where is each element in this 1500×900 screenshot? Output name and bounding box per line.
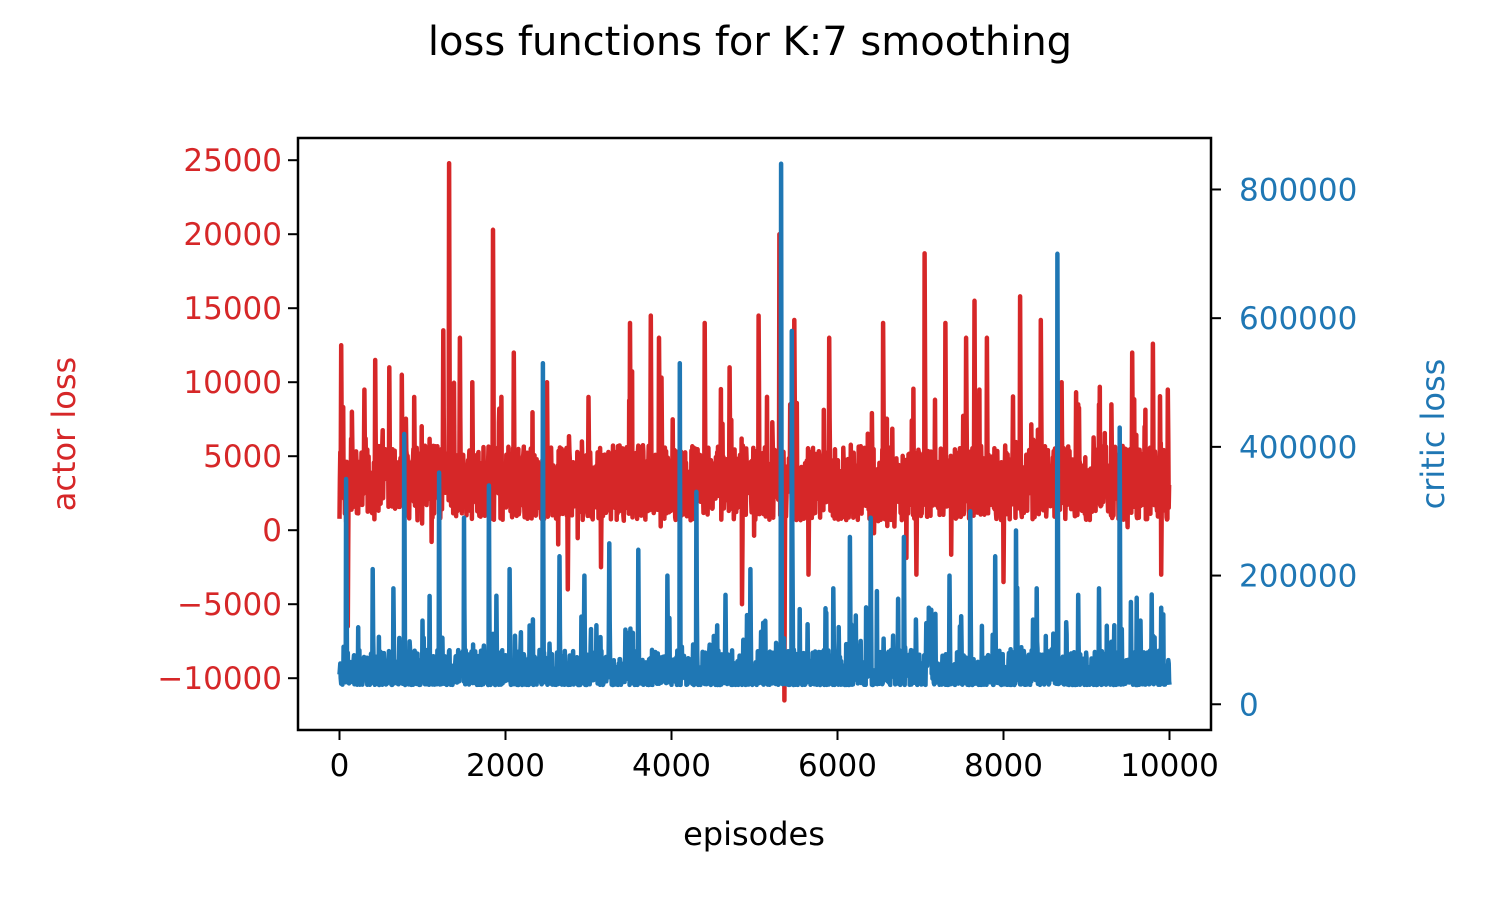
- actor-loss-line: [337, 160, 1172, 703]
- x-tick-label: 4000: [632, 748, 711, 784]
- x-tick-label: 2000: [466, 748, 545, 784]
- chart-title: loss functions for K:7 smoothing: [428, 19, 1072, 65]
- y-tick-label-left: 0: [262, 513, 282, 549]
- y-tick-label-right: 400000: [1239, 430, 1357, 466]
- y-tick-label-left: −5000: [177, 587, 282, 623]
- y-tick-label-left: −10000: [157, 661, 282, 697]
- x-tick-label: 10000: [1120, 748, 1219, 784]
- x-tick-label: 6000: [798, 748, 877, 784]
- y-tick-label-left: 15000: [183, 291, 282, 327]
- x-tick-label: 0: [330, 748, 350, 784]
- x-axis: 0 2000 4000 6000 8000 10000: [330, 730, 1219, 784]
- y-tick-label-right: 800000: [1239, 172, 1357, 208]
- y-tick-label-left: 5000: [203, 439, 282, 475]
- y-tick-label-right: 200000: [1239, 559, 1357, 595]
- y-axis-right: 0 200000 400000 600000 800000: [1211, 172, 1357, 723]
- x-axis-label: episodes: [683, 815, 825, 853]
- critic-loss-line: [337, 161, 1172, 688]
- y-tick-label-right: 0: [1239, 687, 1259, 723]
- y-tick-label-left: 20000: [183, 217, 282, 253]
- y-tick-label-left: 25000: [183, 143, 282, 179]
- y-tick-label-right: 600000: [1239, 301, 1357, 337]
- y-tick-label-left: 10000: [183, 365, 282, 401]
- x-tick-label: 8000: [964, 748, 1043, 784]
- y-axis-label-left: actor loss: [45, 357, 83, 511]
- plot-frame: [296, 136, 1213, 732]
- plot-lines: [337, 160, 1172, 703]
- y-axis-label-right: critic loss: [1414, 359, 1452, 510]
- y-axis-left: −10000 −5000 0 5000 10000 15000 20000 25000: [157, 143, 298, 697]
